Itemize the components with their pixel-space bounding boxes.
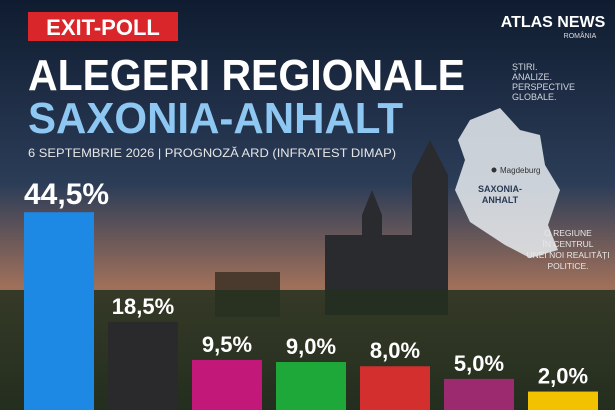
region-label: SAXONIA-ANHALT bbox=[478, 184, 522, 205]
value-label: 9,5% bbox=[202, 332, 252, 357]
city-dot bbox=[491, 167, 497, 173]
tagline-line: ANALIZE. bbox=[512, 72, 552, 82]
bar bbox=[192, 359, 262, 410]
bar bbox=[444, 378, 514, 410]
value-label: 8,0% bbox=[370, 338, 420, 363]
caption: 6 SEPTEMBRIE 2026 | PROGNOZĂ ARD (INFRAT… bbox=[28, 145, 396, 160]
value-label: 5,0% bbox=[454, 351, 504, 376]
bar bbox=[360, 366, 430, 410]
bar bbox=[528, 391, 598, 410]
region-map bbox=[455, 108, 560, 258]
value-label: 9,0% bbox=[286, 334, 336, 359]
tagline-line: PERSPECTIVE bbox=[512, 82, 575, 92]
brand-sub: ROMÂNIA bbox=[564, 31, 597, 40]
brand: ATLAS NEWS bbox=[501, 14, 606, 31]
subtitle: SAXONIA-ANHALT bbox=[28, 94, 403, 143]
bar bbox=[276, 362, 346, 410]
city-label: Magdeburg bbox=[500, 166, 540, 175]
badge bbox=[28, 12, 178, 41]
bar bbox=[108, 321, 178, 410]
region-line: SAXONIA- bbox=[478, 184, 522, 194]
badge-text: EXIT-POLL bbox=[46, 15, 160, 40]
value-label: 2,0% bbox=[538, 364, 588, 389]
bar bbox=[24, 212, 94, 410]
caption-line: O REGIUNE bbox=[544, 228, 592, 238]
value-label: 44,5% bbox=[24, 178, 109, 211]
region-line: ANHALT bbox=[482, 195, 519, 205]
title: ALEGERI REGIONALE bbox=[28, 51, 465, 100]
value-label: 18,5% bbox=[112, 294, 174, 319]
caption-line: ÎN CENTRUL bbox=[541, 239, 593, 249]
tagline-line: ȘTIRI. bbox=[512, 62, 538, 72]
caption-line: UNEI NOI REALITĂȚI bbox=[526, 250, 609, 260]
bar-chart: 44,5% 18,5% 9,5% 9,0% 8,0% 5,0% 2,0% bbox=[24, 178, 598, 410]
caption-line: POLITICE. bbox=[547, 261, 588, 271]
tagline-line: GLOBALE. bbox=[512, 92, 557, 102]
